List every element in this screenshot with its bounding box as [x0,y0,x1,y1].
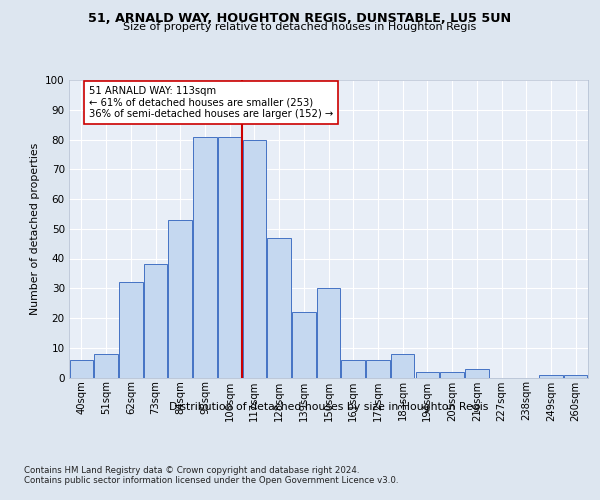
Bar [416,372,439,378]
Bar [539,374,563,378]
Bar [317,288,340,378]
Bar [144,264,167,378]
Text: 51, ARNALD WAY, HOUGHTON REGIS, DUNSTABLE, LU5 5UN: 51, ARNALD WAY, HOUGHTON REGIS, DUNSTABL… [88,12,512,26]
Text: 51 ARNALD WAY: 113sqm
← 61% of detached houses are smaller (253)
36% of semi-det: 51 ARNALD WAY: 113sqm ← 61% of detached … [89,86,333,119]
Bar [292,312,316,378]
Bar [70,360,93,378]
Bar [268,238,291,378]
Bar [564,374,587,378]
Bar [465,368,488,378]
Bar [169,220,192,378]
Bar [94,354,118,378]
Bar [440,372,464,378]
Text: Contains public sector information licensed under the Open Government Licence v3: Contains public sector information licen… [24,476,398,485]
Bar [218,136,241,378]
Text: Distribution of detached houses by size in Houghton Regis: Distribution of detached houses by size … [169,402,488,412]
Bar [391,354,415,378]
Bar [119,282,143,378]
Text: Contains HM Land Registry data © Crown copyright and database right 2024.: Contains HM Land Registry data © Crown c… [24,466,359,475]
Text: Size of property relative to detached houses in Houghton Regis: Size of property relative to detached ho… [124,22,476,32]
Bar [193,136,217,378]
Bar [366,360,389,378]
Bar [341,360,365,378]
Bar [242,140,266,378]
Y-axis label: Number of detached properties: Number of detached properties [29,142,40,315]
